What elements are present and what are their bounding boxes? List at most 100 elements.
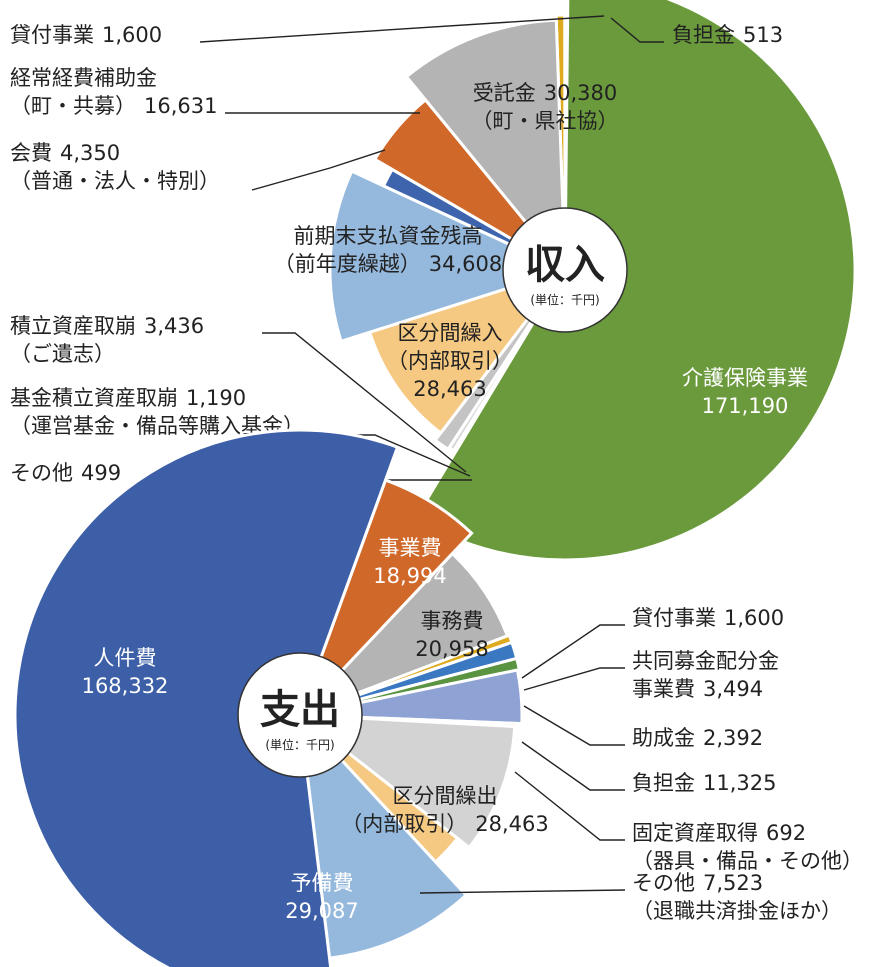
leader-line xyxy=(355,434,471,477)
label-part: 貸付事業 xyxy=(632,606,716,630)
label-part: 予備費 xyxy=(291,871,354,895)
label-part: （ご遺志） xyxy=(10,342,115,366)
center-unit: (単位：千円) xyxy=(265,737,334,752)
label-part: （退職共済掛金ほか） xyxy=(632,899,842,923)
leader-line xyxy=(523,705,625,746)
slice-label: 区分間繰入 xyxy=(398,321,503,345)
label-part: （普通・法人・特別） xyxy=(10,169,220,193)
slice-label: 28,463 xyxy=(413,377,486,401)
slice-label: その他 7,523 xyxy=(632,871,763,895)
label-part: 4,350 xyxy=(60,141,120,165)
pie-slice xyxy=(298,551,510,717)
slice-label: 負担金 513 xyxy=(672,23,783,47)
slice-label: 基金積立資産取崩 1,190 xyxy=(10,386,246,410)
slice-label: 区分間繰出 xyxy=(393,784,498,808)
label-part: 1,600 xyxy=(724,606,784,630)
label-part: 18,994 xyxy=(373,564,446,588)
label-part: 区分間繰入 xyxy=(398,321,503,345)
label-part: 171,190 xyxy=(702,394,789,418)
label-part: 負担金 xyxy=(672,23,735,47)
label-part: 助成金 xyxy=(632,726,695,750)
label-part: 事業費 xyxy=(632,677,695,701)
leader-line xyxy=(521,624,625,679)
label-part: 7,523 xyxy=(703,871,763,895)
slice-label: （前年度繰越） 34,608 xyxy=(274,252,502,276)
leader-line xyxy=(514,771,625,841)
slice-label: 固定資産取得 692 xyxy=(632,821,806,845)
label-part: （前年度繰越） xyxy=(274,252,421,276)
pie-slice xyxy=(295,713,517,850)
label-part: （内部取引） xyxy=(341,812,467,836)
slice-label: 事業費 3,494 xyxy=(632,677,763,701)
label-part: 介護保険事業 xyxy=(682,366,808,390)
slice-label: 予備費 xyxy=(291,871,354,895)
label-part: 1,600 xyxy=(102,23,162,47)
label-part: 692 xyxy=(766,821,806,845)
label-part: その他 xyxy=(10,461,73,485)
slice-label: 会費 4,350 xyxy=(10,141,120,165)
label-part: 事務費 xyxy=(421,609,484,633)
label-part: （器具・備品・その他） xyxy=(632,849,863,873)
slice-label: 事業費 xyxy=(379,536,442,560)
label-part: 積立資産取崩 xyxy=(10,314,136,338)
slice-label: 20,958 xyxy=(415,637,488,661)
label-part: 固定資産取得 xyxy=(632,821,758,845)
slice-label: 共同募金配分金 xyxy=(632,649,779,673)
label-part: 28,463 xyxy=(413,377,486,401)
pie-slice xyxy=(297,710,469,960)
label-part: 基金積立資産取崩 xyxy=(10,386,178,410)
slice-label: 18,994 xyxy=(373,564,446,588)
leader-line xyxy=(419,889,626,894)
label-part: 2,392 xyxy=(703,726,763,750)
label-part: 共同募金配分金 xyxy=(632,649,779,673)
label-part: 3,436 xyxy=(144,314,204,338)
slice-label: （内部取引） 28,463 xyxy=(341,812,548,836)
label-part: （内部取引） xyxy=(387,349,513,373)
slice-label: （内部取引） xyxy=(387,349,513,373)
label-part: 499 xyxy=(81,461,121,485)
label-part: 前期末支払資金残高 xyxy=(294,224,483,248)
label-part: （町・共募） xyxy=(10,94,136,118)
label-part: その他 xyxy=(632,871,695,895)
slice-label: 経常経費補助金 xyxy=(10,66,157,90)
label-part: 事業費 xyxy=(379,536,442,560)
center-title: 支出 xyxy=(260,687,340,733)
slice-label: その他 499 xyxy=(10,461,121,485)
slice-label: （町・県社協） xyxy=(472,109,619,133)
pie-slice xyxy=(404,18,567,275)
pie-slice xyxy=(13,428,400,967)
label-part: 513 xyxy=(743,23,783,47)
slice-label: 人件費 xyxy=(94,646,157,670)
label-part: 会費 xyxy=(10,141,52,165)
label-part: 貸付事業 xyxy=(10,23,94,47)
slice-label: 負担金 11,325 xyxy=(632,771,776,795)
slice-label: （普通・法人・特別） xyxy=(10,169,220,193)
slice-label: 貸付事業 1,600 xyxy=(632,606,784,630)
center-unit: (単位：千円) xyxy=(530,292,599,307)
label-part: （町・県社協） xyxy=(472,109,619,133)
slice-label: （ご遺志） xyxy=(10,342,115,366)
slice-label: （器具・備品・その他） xyxy=(632,849,863,873)
label-part: 人件費 xyxy=(94,646,157,670)
label-part: 20,958 xyxy=(415,637,488,661)
slice-label: 貸付事業 1,600 xyxy=(10,23,162,47)
center-title: 収入 xyxy=(525,242,605,288)
slice-label: 前期末支払資金残高 xyxy=(294,224,483,248)
center-circle xyxy=(237,652,363,778)
slice-label: 助成金 2,392 xyxy=(632,726,763,750)
label-part: 1,190 xyxy=(186,386,246,410)
label-part: 3,494 xyxy=(703,677,763,701)
label-part: 34,608 xyxy=(429,252,502,276)
pie-slice xyxy=(328,169,570,344)
label-part: 経常経費補助金 xyxy=(10,66,157,90)
leader-line xyxy=(262,332,467,473)
slice-label: 29,087 xyxy=(285,899,358,923)
label-part: 29,087 xyxy=(285,899,358,923)
label-part: 受託金 xyxy=(473,81,536,105)
slice-label: 171,190 xyxy=(702,394,789,418)
leader-line xyxy=(523,667,625,691)
slice-label: 介護保険事業 xyxy=(682,366,808,390)
slice-label: 受託金 30,380 xyxy=(473,81,617,105)
leader-line xyxy=(199,15,605,43)
